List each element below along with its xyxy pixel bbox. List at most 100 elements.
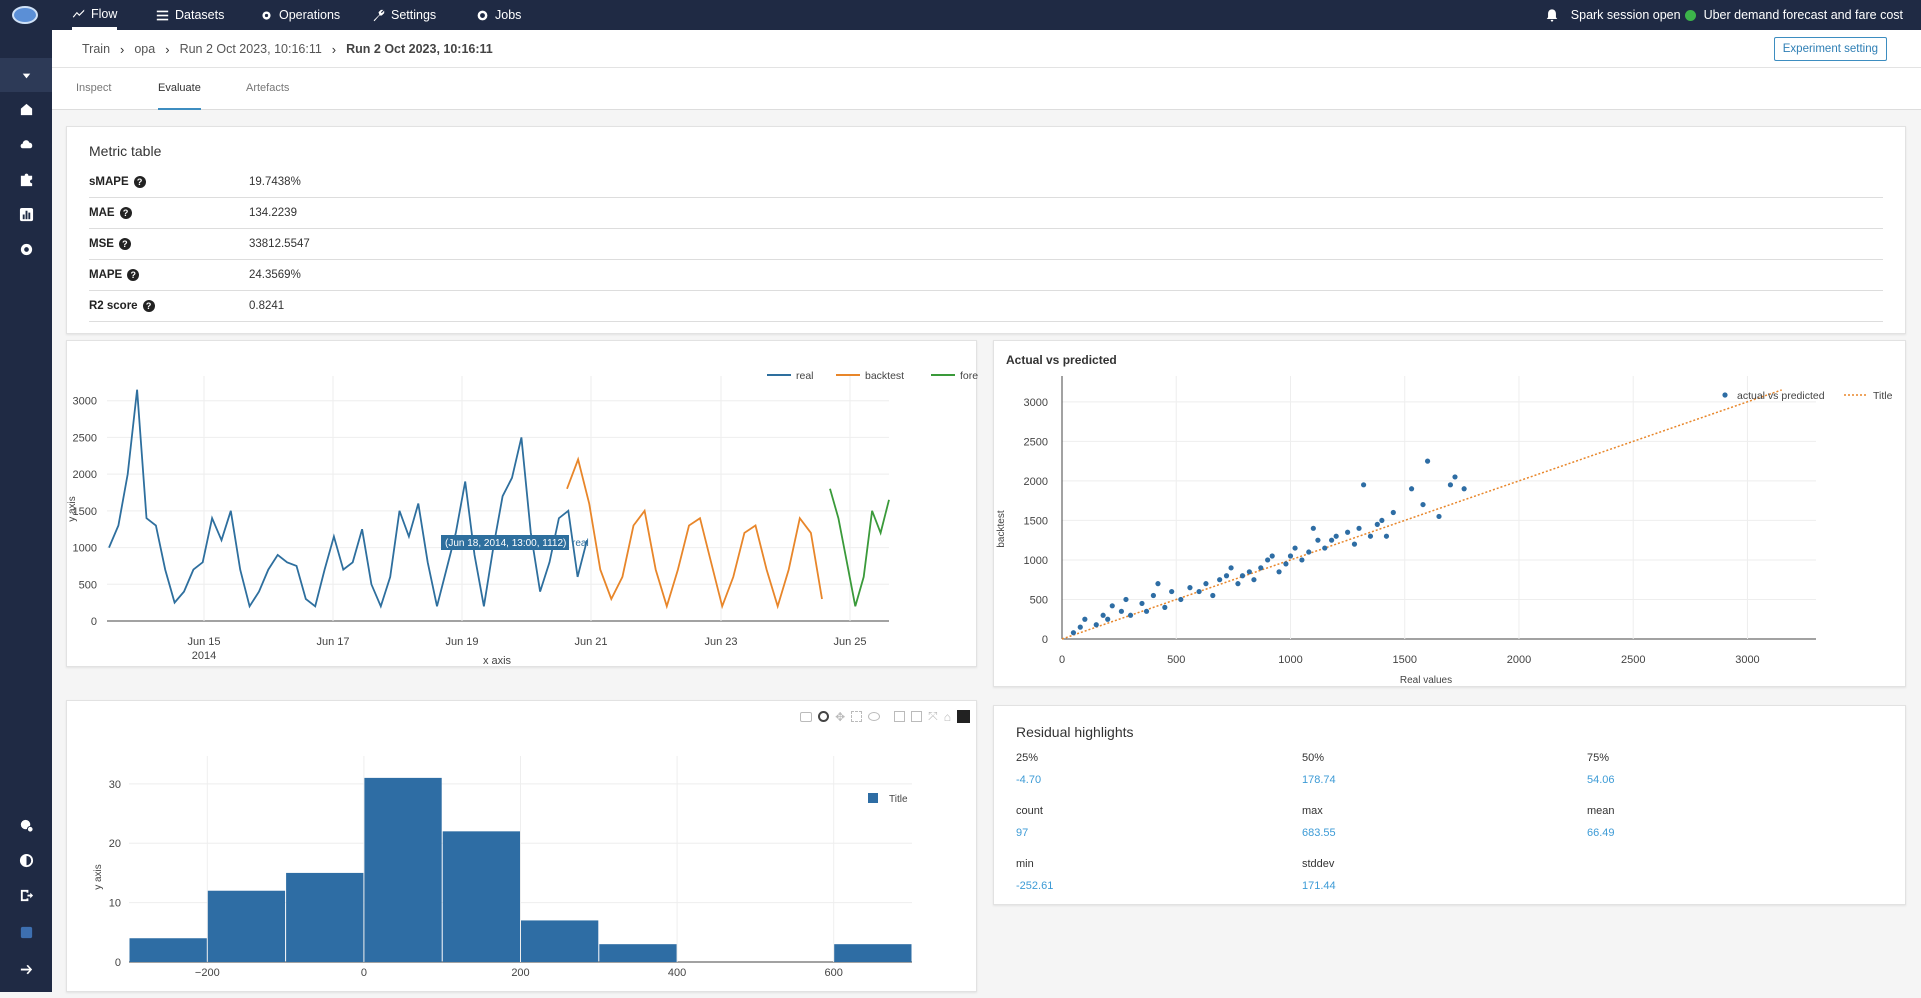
caret-down-icon[interactable]: [17, 66, 35, 84]
residual-value: 54.06: [1587, 774, 1615, 786]
legend-label: actual vs predicted: [1737, 390, 1825, 402]
nav-flow[interactable]: Flow: [72, 0, 118, 30]
timeseries-chart[interactable]: 0 500 1000 1500 2000 2500 3000 Jun 15 Jun 17 Jun …: [67, 341, 997, 668]
x-tick-label: Jun 25: [833, 636, 866, 648]
nav-settings-label: Settings: [391, 8, 437, 22]
scatter-point: [1187, 585, 1193, 591]
scatter-y-label: backtest: [996, 510, 1007, 547]
x-tick-label: 200: [511, 967, 529, 979]
histogram-chart[interactable]: 0 10 20 30 −200 0 200 400 600 Title y axis: [67, 701, 978, 993]
legend-label: Title: [1873, 390, 1893, 402]
histogram-bar: [599, 944, 677, 962]
residual-value: 66.49: [1587, 827, 1615, 839]
histogram-bar: [207, 890, 286, 962]
zoom-icon[interactable]: [818, 711, 830, 722]
scatter-point: [1082, 616, 1088, 622]
tab-inspect[interactable]: Inspect: [76, 82, 112, 94]
puzzle-icon[interactable]: [17, 170, 35, 188]
zoom-out-icon[interactable]: [911, 711, 923, 722]
residual-label: stddev: [1302, 858, 1335, 870]
breadcrumb-train[interactable]: Train: [82, 42, 111, 56]
logout-icon[interactable]: [17, 886, 35, 904]
residual-value: -252.61: [1016, 880, 1054, 892]
y-tick-label: 0: [115, 957, 121, 969]
nav-datasets[interactable]: Datasets: [156, 0, 224, 30]
reset-axes-icon[interactable]: ⌂: [943, 709, 951, 724]
tab-artefacts[interactable]: Artefacts: [246, 82, 290, 94]
metric-row: MAE? 134.2239: [89, 199, 1883, 229]
autoscale-icon[interactable]: ⤧: [928, 709, 938, 723]
nav-settings[interactable]: Settings: [372, 0, 436, 30]
tab-evaluate[interactable]: Evaluate: [158, 68, 201, 110]
cloud-upload-icon[interactable]: [17, 135, 35, 153]
timeseries-chart-card: 0 500 1000 1500 2000 2500 3000 Jun 15 Jun 17 Jun …: [66, 340, 997, 668]
app-logo-icon[interactable]: [12, 6, 38, 24]
metric-table-card: Metric table sMAPE? 19.7438% MAE? 134.22…: [66, 126, 1906, 334]
y-tick-label: 500: [79, 579, 97, 591]
scatter-point: [1379, 517, 1385, 524]
project-name[interactable]: Uber demand forecast and fare cost: [1703, 8, 1903, 22]
box-select-icon[interactable]: [851, 711, 863, 722]
y-tick-label: 20: [109, 838, 121, 850]
expand-arrow-icon[interactable]: [17, 960, 35, 978]
topbar-right: Spark session open Uber demand forecast …: [1545, 0, 1921, 30]
y-tick-label: 2000: [1024, 476, 1048, 488]
nav-datasets-label: Datasets: [175, 8, 225, 22]
nav-operations[interactable]: Operations: [260, 0, 340, 30]
help-icon[interactable]: ?: [142, 300, 155, 312]
nav-operations-label: Operations: [279, 8, 341, 22]
scatter-point: [1390, 509, 1396, 516]
scatter-point: [1162, 604, 1168, 610]
settings-icon[interactable]: [17, 240, 35, 258]
metric-name: MAE: [89, 207, 115, 219]
breadcrumb-opa[interactable]: opa: [134, 42, 156, 56]
breadcrumb-run[interactable]: Run 2 Oct 2023, 10:16:11: [179, 42, 322, 56]
pan-icon[interactable]: ✥: [835, 709, 846, 724]
trend-icon: [72, 9, 85, 18]
plotly-logo-icon[interactable]: [957, 710, 970, 723]
scatter-point: [1223, 573, 1230, 579]
metric-row: MSE? 33812.5547: [89, 230, 1883, 260]
help-icon[interactable]: ?: [133, 176, 146, 188]
x-tick-label: 0: [1059, 654, 1065, 666]
tab-bar: Inspect Evaluate Artefacts: [52, 68, 1921, 110]
zoom-in-icon[interactable]: [894, 711, 906, 722]
scatter-x-label: Real values: [1400, 675, 1452, 686]
left-sidebar: [0, 30, 52, 992]
histogram-bar: [442, 831, 520, 962]
scatter-point: [1310, 525, 1316, 531]
experiment-setting-button[interactable]: Experiment setting: [1773, 37, 1887, 61]
camera-icon[interactable]: [800, 711, 813, 722]
scatter-point: [1100, 612, 1106, 618]
contrast-icon[interactable]: [17, 851, 35, 869]
nav-jobs[interactable]: Jobs: [476, 0, 521, 30]
lasso-icon[interactable]: [868, 712, 881, 721]
residual-label: mean: [1587, 805, 1615, 817]
residual-value: -4.70: [1016, 774, 1042, 786]
help-icon[interactable]: ?: [119, 207, 132, 219]
y-tick-label: 1500: [1024, 515, 1048, 527]
y-tick-label: 1500: [73, 506, 97, 518]
residual-label: count: [1016, 805, 1043, 817]
x-tick-label: 600: [825, 967, 843, 979]
admin-icon[interactable]: [17, 816, 35, 834]
scatter-point: [1351, 541, 1358, 547]
residual-label: 25%: [1016, 752, 1039, 764]
y-tick-label: 1000: [73, 543, 97, 555]
residual-label: 75%: [1587, 752, 1610, 764]
y-tick-label: 0: [1042, 634, 1048, 646]
bell-icon[interactable]: [1545, 8, 1559, 23]
legend-label: backtest: [865, 370, 904, 382]
chevron-right-icon: ›: [331, 41, 337, 57]
brand-small-icon[interactable]: [17, 923, 35, 941]
scatter-chart[interactable]: Actual vs predicted 0 500 1000 1500 2000 2500…: [994, 341, 1907, 688]
legend-swatch: [868, 793, 878, 803]
help-icon[interactable]: ?: [118, 238, 131, 250]
help-icon[interactable]: ?: [127, 269, 140, 281]
scatter-point: [1361, 482, 1367, 488]
bar-chart-icon[interactable]: [17, 205, 35, 223]
histogram-bar: [286, 872, 364, 962]
scatter-point: [1283, 561, 1289, 567]
scatter-point: [1315, 537, 1321, 543]
inbox-icon[interactable]: [17, 100, 35, 118]
